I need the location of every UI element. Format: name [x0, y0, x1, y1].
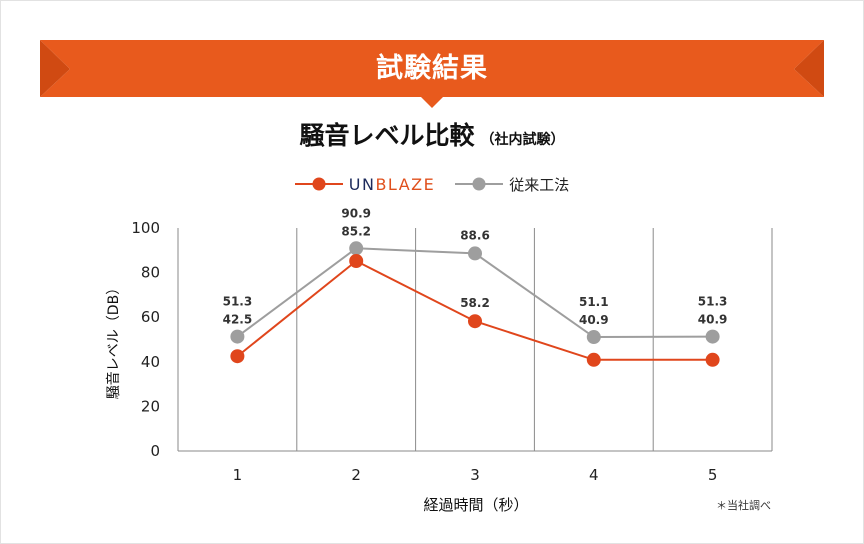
banner-pointer — [421, 97, 443, 108]
legend-marker-unblaze — [294, 177, 343, 191]
legend-label-unblaze: UNBLAZE — [349, 175, 435, 194]
banner-right-fold — [794, 40, 824, 97]
x-tick-label: 1 — [233, 466, 243, 484]
data-point-unblaze — [349, 254, 364, 269]
data-point-unblaze — [230, 349, 245, 364]
x-tick-label: 2 — [351, 466, 361, 484]
data-label: 51.3 — [223, 295, 253, 309]
legend-item-conventional: 従来工法 — [455, 174, 569, 195]
data-label: 90.9 — [341, 206, 371, 220]
data-point-conventional — [705, 329, 720, 344]
data-label: 51.3 — [698, 295, 728, 309]
banner-shape — [40, 40, 824, 108]
data-label: 58.2 — [460, 296, 490, 310]
data-label: 42.5 — [223, 313, 253, 327]
series-line-unblaze — [236, 259, 713, 361]
data-point-conventional — [468, 246, 482, 261]
y-tick-label: 60 — [141, 308, 160, 326]
banner-ribbon — [40, 40, 824, 97]
y-tick-label: 40 — [141, 353, 160, 371]
data-point-unblaze — [586, 352, 601, 367]
y-tick-label: 80 — [141, 264, 160, 282]
legend-brand-part2: BLAZE — [375, 174, 436, 194]
data-label: 51.1 — [579, 295, 609, 309]
legend-item-unblaze: UNBLAZE — [294, 175, 435, 194]
data-label: 40.9 — [698, 313, 728, 327]
x-tick-label: 5 — [708, 466, 718, 484]
legend: UNBLAZE 従来工法 — [0, 172, 864, 196]
source-note: ＊当社調べ — [716, 499, 771, 512]
y-tick-label: 100 — [131, 219, 160, 237]
title-banner: 試験結果 — [0, 0, 864, 120]
y-tick-label: 0 — [150, 442, 160, 460]
y-tick-label: 20 — [141, 397, 160, 415]
data-label: 40.9 — [579, 313, 609, 327]
data-point-conventional — [586, 330, 601, 345]
legend-label-conventional: 従来工法 — [509, 175, 570, 194]
data-point-unblaze — [705, 352, 720, 367]
banner-left-fold — [40, 40, 70, 97]
chart-title: 騒音レベル比較 （社内試験） — [0, 116, 864, 152]
data-point-conventional — [349, 241, 364, 256]
data-label: 85.2 — [341, 224, 371, 238]
x-tick-label: 3 — [470, 466, 480, 484]
chart-title-sub: （社内試験） — [480, 132, 565, 148]
data-point-conventional — [230, 329, 245, 344]
legend-marker-conventional — [455, 177, 504, 191]
data-point-unblaze — [468, 314, 482, 329]
legend-brand-part1: UN — [348, 174, 376, 194]
y-axis-label-text: 騒音レベル（DB） — [106, 280, 122, 400]
x-tick-label: 4 — [589, 466, 599, 484]
x-axis-label: 経過時間（秒） — [423, 496, 529, 514]
chart-title-main: 騒音レベル比較 — [299, 121, 475, 150]
data-label: 88.6 — [460, 228, 490, 242]
banner-title: 試験結果 — [376, 53, 488, 84]
